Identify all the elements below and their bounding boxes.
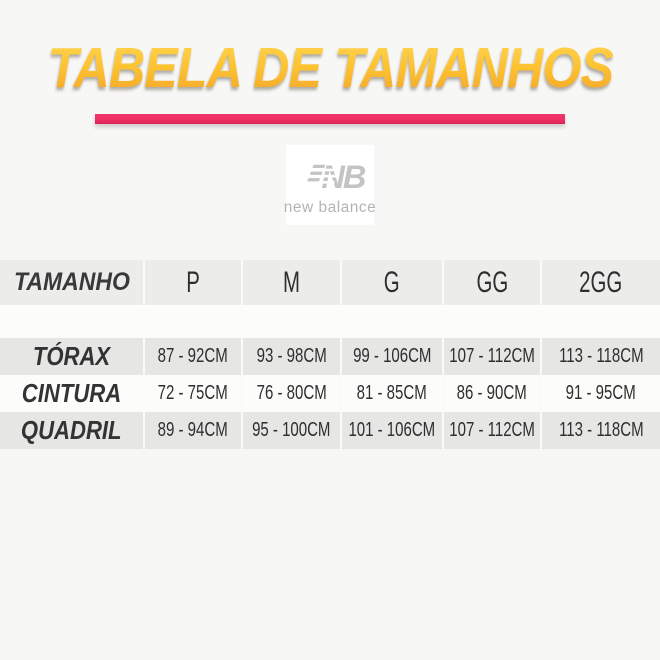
size-cell: 91 - 95CM <box>540 375 660 412</box>
header-cell-p: P <box>143 260 241 305</box>
header-cell-m: M <box>241 260 340 305</box>
size-value: 101 - 106CM <box>348 419 436 441</box>
header-cell-tamanho: TAMANHO <box>0 260 143 305</box>
brand-name: new balance <box>283 199 377 217</box>
size-value: 113 - 118CM <box>558 419 644 441</box>
size-value: 107 - 112CM <box>449 345 535 367</box>
size-value: 107 - 112CM <box>449 419 535 441</box>
size-cell: 76 - 80CM <box>241 375 340 412</box>
size-cell: 86 - 90CM <box>442 375 540 412</box>
size-value: 113 - 118CM <box>558 345 644 367</box>
new-balance-nb-icon: NB <box>307 158 367 195</box>
size-table: TAMANHO P M G GG 2GG TÓRAX 87 - 92CM 93 … <box>0 260 660 449</box>
row-label: TÓRAX <box>32 341 111 371</box>
row-label: QUADRIL <box>21 415 122 445</box>
header-cell-2gg: 2GG <box>540 260 660 305</box>
brand-logo: NB new balance <box>283 145 377 225</box>
size-value: 76 - 80CM <box>256 382 327 404</box>
row-label: CINTURA <box>21 378 122 408</box>
size-cell: 99 - 106CM <box>340 338 442 375</box>
row-label-quadril: QUADRIL <box>0 412 143 449</box>
size-cell: 101 - 106CM <box>340 412 442 449</box>
header-cell-g: G <box>340 260 442 305</box>
page-title: TABELA DE TAMANHOS <box>47 36 613 100</box>
row-label-torax: TÓRAX <box>0 338 143 375</box>
header-label: 2GG <box>579 265 623 299</box>
size-value: 99 - 106CM <box>352 345 432 367</box>
size-cell: 107 - 112CM <box>442 412 540 449</box>
row-label-cintura: CINTURA <box>0 375 143 412</box>
page-header: TABELA DE TAMANHOS <box>0 0 660 97</box>
header-label: P <box>186 265 200 299</box>
size-value: 95 - 100CM <box>252 419 331 441</box>
header-label: GG <box>476 265 508 299</box>
size-value: 86 - 90CM <box>456 382 528 404</box>
header-label: M <box>283 265 300 299</box>
size-cell: 107 - 112CM <box>442 338 540 375</box>
size-cell: 72 - 75CM <box>143 375 241 412</box>
header-label: TAMANHO <box>13 268 130 296</box>
size-cell: 113 - 118CM <box>540 338 660 375</box>
size-cell: 87 - 92CM <box>143 338 241 375</box>
table-spacer <box>0 305 660 338</box>
size-cell: 93 - 98CM <box>241 338 340 375</box>
size-value: 93 - 98CM <box>256 345 327 367</box>
size-value: 72 - 75CM <box>157 382 229 404</box>
size-value: 91 - 95CM <box>565 382 637 404</box>
size-value: 89 - 94CM <box>157 419 229 441</box>
size-cell: 95 - 100CM <box>241 412 340 449</box>
size-value: 87 - 92CM <box>157 345 229 367</box>
size-cell: 89 - 94CM <box>143 412 241 449</box>
header-label: G <box>384 265 400 299</box>
size-value: 81 - 85CM <box>356 382 428 404</box>
title-underline-bar <box>95 114 565 124</box>
header-cell-gg: GG <box>442 260 540 305</box>
size-cell: 81 - 85CM <box>340 375 442 412</box>
size-cell: 113 - 118CM <box>540 412 660 449</box>
